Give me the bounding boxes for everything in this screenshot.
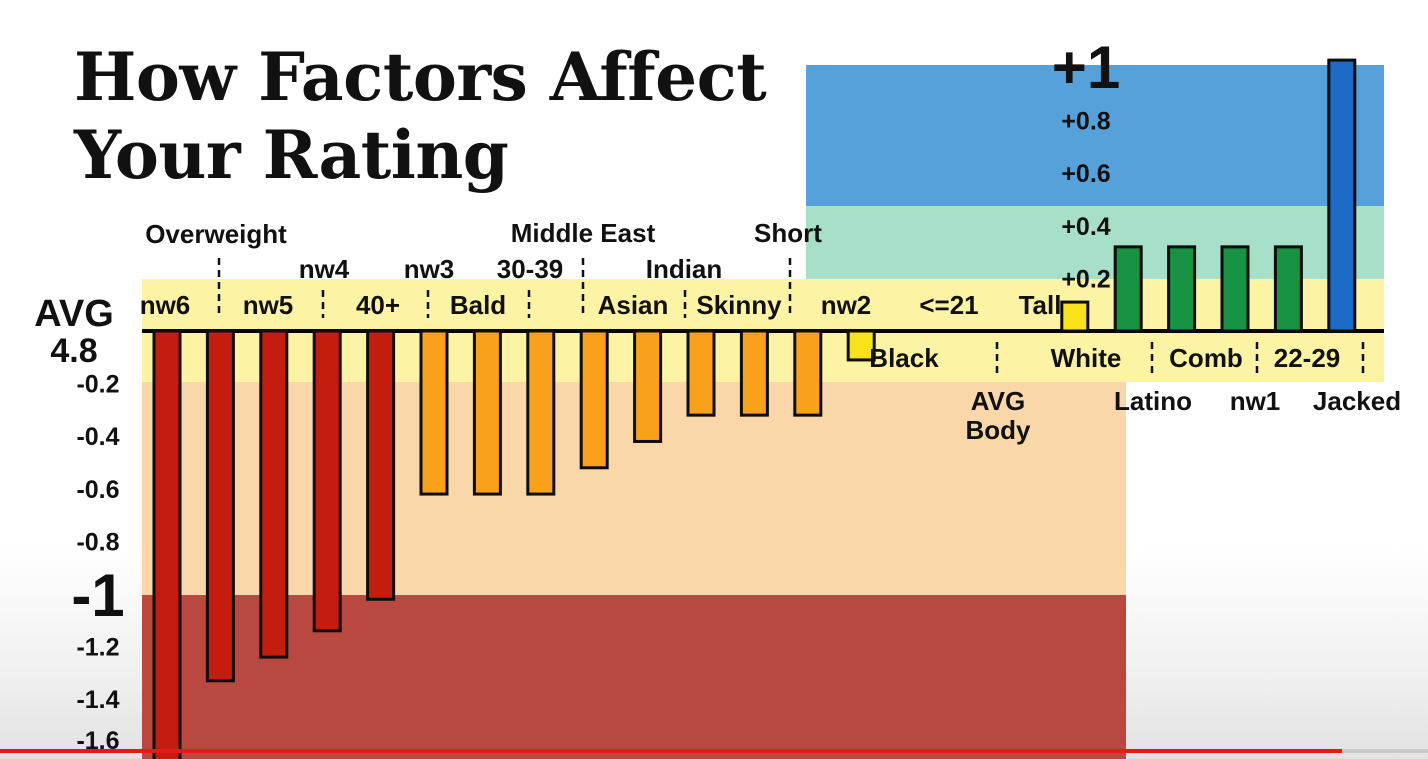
category-label: Comb [1169, 343, 1243, 373]
bar [739, 329, 769, 417]
bar [259, 329, 289, 659]
bar [152, 329, 182, 759]
y-tick-label: -0.6 [76, 476, 119, 504]
bar [1060, 300, 1090, 333]
y-tick-label: -0.8 [76, 528, 119, 556]
y-tick-label: -1.2 [76, 634, 119, 662]
category-label: nw1 [1230, 386, 1281, 416]
category-label: nw6 [140, 290, 191, 320]
category-label: nw2 [821, 290, 872, 320]
category-label: AVG Body [966, 386, 1032, 445]
bar [793, 329, 823, 417]
category-label: Jacked [1313, 386, 1401, 416]
category-label: Latino [1114, 386, 1192, 416]
bar [366, 329, 396, 601]
y-tick-label: +0.2 [1061, 265, 1110, 293]
bar [1113, 245, 1143, 333]
baseline-label: AVG [34, 293, 114, 335]
band-high [806, 65, 1384, 206]
bar [686, 329, 716, 417]
page-title: How Factors Affect Your Rating [74, 38, 767, 194]
baseline-label: 4.8 [50, 332, 97, 370]
category-label: Bald [450, 290, 506, 320]
category-label: Skinny [696, 290, 782, 320]
bar [526, 329, 556, 496]
bar [1220, 245, 1250, 333]
bar [1167, 245, 1197, 333]
category-label-line: AVG [971, 386, 1025, 416]
category-label: <=21 [919, 290, 978, 320]
video-progress-fill [0, 749, 1343, 753]
category-label: Indian [646, 254, 723, 284]
bar [205, 329, 235, 683]
y-tick-label: +0.8 [1061, 108, 1110, 136]
bar [633, 329, 663, 443]
bar [419, 329, 449, 496]
bar [579, 329, 609, 470]
y-tick-label: +0.6 [1061, 160, 1110, 188]
y-tick-label: -0.4 [76, 423, 119, 451]
category-label: 22-29 [1274, 343, 1341, 373]
bar [1327, 58, 1357, 333]
band-low [142, 595, 1126, 759]
category-label: nw5 [243, 290, 294, 320]
y-tick-label: -1 [71, 562, 124, 629]
category-label: nw4 [299, 254, 350, 284]
bar [846, 329, 876, 362]
category-label-line: Body [966, 415, 1032, 445]
bar [472, 329, 502, 496]
category-label: 30-39 [497, 254, 564, 284]
video-progress-bar[interactable] [0, 749, 1428, 753]
category-label: Asian [598, 290, 669, 320]
category-label: nw3 [404, 254, 455, 284]
category-label: Short [754, 218, 822, 248]
category-label: Middle East [511, 218, 656, 248]
bar [312, 329, 342, 633]
bar [1273, 245, 1303, 333]
y-tick-label: -1.4 [76, 686, 119, 714]
category-label: 40+ [356, 290, 400, 320]
category-label: Black [869, 343, 939, 373]
category-label: Tall [1019, 290, 1062, 320]
y-tick-label: +1 [1052, 34, 1120, 101]
y-tick-label: -0.2 [76, 371, 119, 399]
category-label: White [1051, 343, 1122, 373]
category-label: Overweight [145, 219, 287, 249]
y-tick-label: +0.4 [1061, 213, 1110, 241]
